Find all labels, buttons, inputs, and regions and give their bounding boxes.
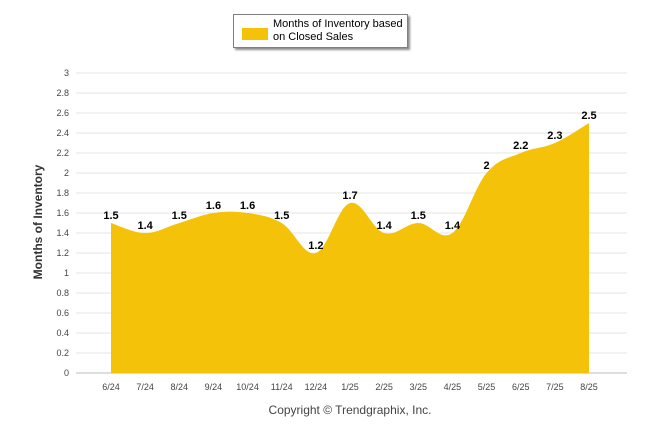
y-tick-label: 0.2 [56,348,69,358]
y-tick-label: 2 [64,168,69,178]
x-tick-label: 8/25 [580,382,598,392]
y-tick-label: 2.2 [56,148,69,158]
data-label: 1.6 [206,200,221,212]
series-area-path [111,123,589,373]
legend-label: Months of Inventory based on Closed Sale… [273,18,403,43]
y-tick-label: 1.4 [56,228,69,238]
data-label: 2.3 [547,130,562,142]
legend: Months of Inventory based on Closed Sale… [233,14,408,48]
x-tick-label: 3/25 [410,382,428,392]
y-tick-label: 2.4 [56,128,69,138]
data-label: 2.5 [581,110,596,122]
data-label: 2 [484,160,490,172]
x-tick-label: 4/25 [444,382,462,392]
y-tick-label: 2.8 [56,88,69,98]
x-tick-label: 7/24 [136,382,154,392]
x-tick-label: 5/25 [478,382,496,392]
y-tick-label: 3 [64,68,69,78]
series-area [111,123,589,373]
y-tick-label: 0 [64,368,69,378]
y-tick-label: 1.6 [56,208,69,218]
data-label: 1.5 [274,210,289,222]
y-tick-label: 0.6 [56,308,69,318]
x-tick-label: 7/25 [546,382,564,392]
y-tick-label: 1.8 [56,188,69,198]
copyright-text: Copyright © Trendgraphix, Inc. [268,403,432,417]
x-tick-label: 12/24 [305,382,328,392]
data-label: 1.5 [172,210,187,222]
x-tick-label: 11/24 [271,382,293,392]
y-tick-label: 0.4 [56,328,69,338]
x-tick-label: 2/25 [375,382,393,392]
y-tick-label: 1.2 [56,248,69,258]
data-label: 1.4 [376,220,392,232]
y-tick-label: 2.6 [56,108,69,118]
y-tick-labels: 0 0.2 0.4 0.6 0.8 1 1.2 1.4 1.6 1.8 2 2.2 2.4 2.6 2.8 3 [56,68,69,378]
x-tick-label: 8/24 [171,382,189,392]
x-tick-label: 9/24 [205,382,223,392]
data-label: 1.7 [342,190,357,202]
legend-swatch [242,28,268,40]
y-tick-label: 0.8 [56,288,69,298]
data-label: 1.5 [103,210,118,222]
data-label: 1.4 [445,220,461,232]
data-label: 2.2 [513,140,528,152]
x-tick-label: 1/25 [341,382,359,392]
x-tick-label: 6/24 [102,382,120,392]
data-label: 1.6 [240,200,255,212]
y-axis-label: Months of Inventory [31,164,45,279]
data-label: 1.2 [308,240,323,252]
data-labels: 1.5 1.4 1.5 1.6 1.6 1.5 1.2 1.7 1.4 1.5 1.4 2 2.2 2.3… [103,110,596,252]
x-tick-label: 6/25 [512,382,530,392]
y-tick-label: 1 [64,268,69,278]
data-label: 1.5 [411,210,426,222]
x-tick-label: 10/24 [236,382,259,392]
data-label: 1.4 [137,220,153,232]
x-tick-labels: 6/24 7/24 8/24 9/24 10/24 11/24 12/24 1/25 2/25 3… [102,382,598,392]
